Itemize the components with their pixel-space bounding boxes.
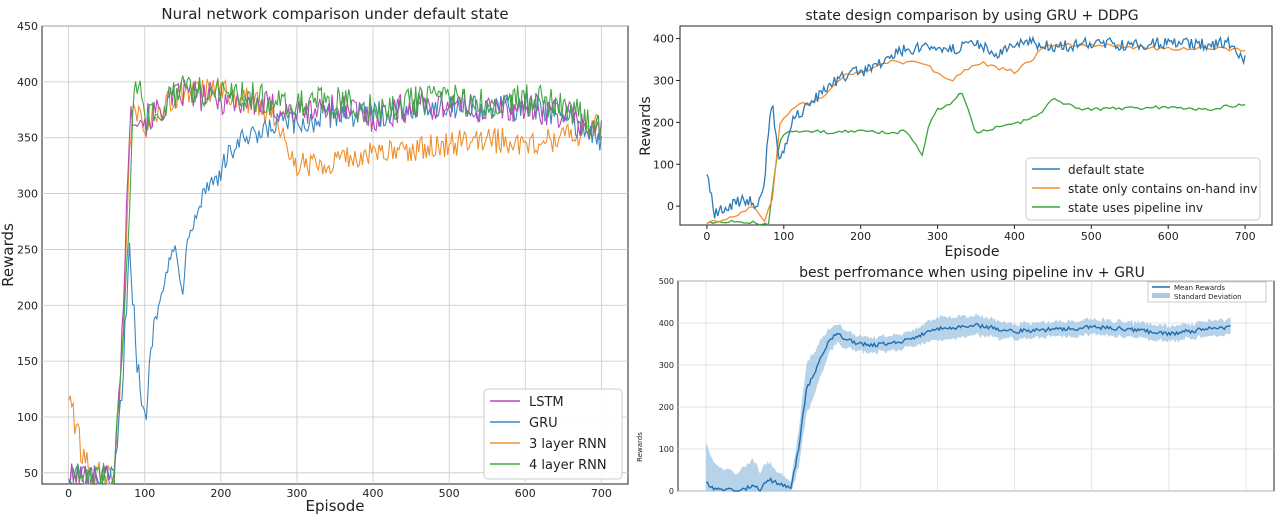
chart1-x-axis-label: Episode (306, 497, 365, 514)
chart-best-performance: best perfromance when using pipeline inv… (636, 265, 1275, 496)
chart1-legend-label: 4 layer RNN (529, 458, 607, 473)
chart2-x-tick-label: 200 (850, 230, 871, 243)
chart1-x-tick-label: 600 (515, 487, 536, 500)
chart2-title: state design comparison by using GRU + D… (805, 8, 1138, 24)
chart3-y-tick-label: 100 (659, 445, 674, 454)
chart2-x-tick-label: 100 (773, 230, 794, 243)
chart1-x-tick-label: 300 (286, 487, 307, 500)
chart1-x-tick-labels: 0 100 200 300 400 500 600 700 (65, 487, 612, 500)
chart3-y-tick-label: 300 (659, 361, 674, 370)
chart2-y-tick-label: 0 (667, 200, 674, 213)
chart1-series-line-3-layer-rnn (68, 77, 602, 485)
chart2-legend: default state state only contains on-hand… (1025, 157, 1261, 221)
chart3-y-tick-label: 400 (659, 319, 674, 328)
chart2-legend-label: default state (1068, 163, 1144, 177)
chart3-y-tick-label: 200 (659, 403, 674, 412)
chart2-y-tick-labels: 0 100 200 300 400 (653, 33, 680, 213)
chart3-title: best perfromance when using pipeline inv… (799, 265, 1145, 281)
chart2-x-tick-labels: 0 100 200 300 400 500 600 700 (703, 225, 1256, 243)
chart-network-comparison: Nural network comparison under default s… (0, 5, 629, 514)
chart1-y-tick-labels: 50 100 150 200 250 300 350 400 450 (17, 20, 38, 480)
chart2-series-line-0 (706, 35, 1246, 219)
chart2-x-tick-label: 300 (927, 230, 948, 243)
chart1-x-tick-label: 200 (210, 487, 231, 500)
chart2-x-tick-label: 700 (1235, 230, 1256, 243)
chart2-legend-label: state uses pipeline inv (1068, 201, 1203, 215)
chart1-legend-label: 3 layer RNN (529, 437, 607, 452)
chart1-y-tick-label: 400 (17, 76, 38, 89)
chart1-legend: LSTM GRU 3 layer RNN 4 layer RNN (483, 388, 623, 480)
chart2-series-line-2 (706, 92, 1246, 227)
chart-state-design: state design comparison by using GRU + D… (638, 8, 1273, 260)
chart1-x-tick-label: 400 (363, 487, 384, 500)
chart3-y-tick-label: 0 (669, 487, 674, 496)
chart2-y-tick-label: 400 (653, 33, 674, 46)
chart1-x-tick-label: 0 (65, 487, 72, 500)
chart1-x-tick-label: 100 (134, 487, 155, 500)
chart2-y-tick-label: 100 (653, 158, 674, 171)
chart1-y-axis-label: Rewards (0, 223, 17, 287)
chart1-y-tick-label: 300 (17, 188, 38, 201)
chart3-legend-label: Mean Rewards (1174, 284, 1225, 292)
chart2-y-axis-label: Rewards (638, 96, 654, 155)
chart2-x-tick-label: 600 (1158, 230, 1179, 243)
chart1-series-line-lstm (68, 79, 602, 486)
chart3-series (706, 313, 1231, 492)
chart1-y-tick-label: 100 (17, 411, 38, 424)
chart1-legend-label: LSTM (529, 395, 564, 410)
chart3-mean-line (706, 322, 1231, 492)
chart3-y-tick-label: 500 (659, 277, 674, 286)
chart2-y-tick-label: 300 (653, 74, 674, 87)
chart2-x-tick-label: 0 (703, 230, 710, 243)
chart1-y-tick-label: 50 (24, 467, 38, 480)
chart2-series (706, 35, 1246, 227)
chart1-y-tick-label: 150 (17, 355, 38, 368)
chart3-legend-swatch-std (1152, 293, 1170, 298)
chart3-legend-label: Standard Deviation (1174, 293, 1242, 301)
chart2-series-line-1 (706, 42, 1246, 225)
chart3-plot-area (677, 280, 1275, 492)
chart1-y-tick-label: 450 (17, 20, 38, 33)
chart2-x-axis-label: Episode (945, 244, 1000, 260)
chart2-legend-label: state only contains on-hand inv (1068, 182, 1257, 196)
chart1-y-tick-label: 200 (17, 299, 38, 312)
chart2-x-tick-label: 400 (1004, 230, 1025, 243)
chart1-y-tick-label: 350 (17, 132, 38, 145)
chart1-y-tick-label: 250 (17, 243, 38, 256)
chart3-y-tick-labels: 0 100 200 300 400 500 (659, 277, 674, 496)
chart1-x-tick-label: 700 (591, 487, 612, 500)
chart2-y-tick-label: 200 (653, 116, 674, 129)
chart3-y-axis-label: Rewards (636, 432, 644, 462)
chart2-x-tick-label: 500 (1081, 230, 1102, 243)
chart1-x-tick-label: 500 (439, 487, 460, 500)
chart1-series (68, 75, 602, 486)
chart1-legend-label: GRU (529, 416, 558, 431)
chart1-series-line-4-layer-rnn (68, 75, 602, 486)
chart3-std-band (706, 313, 1231, 491)
chart1-title: Nural network comparison under default s… (161, 5, 508, 23)
